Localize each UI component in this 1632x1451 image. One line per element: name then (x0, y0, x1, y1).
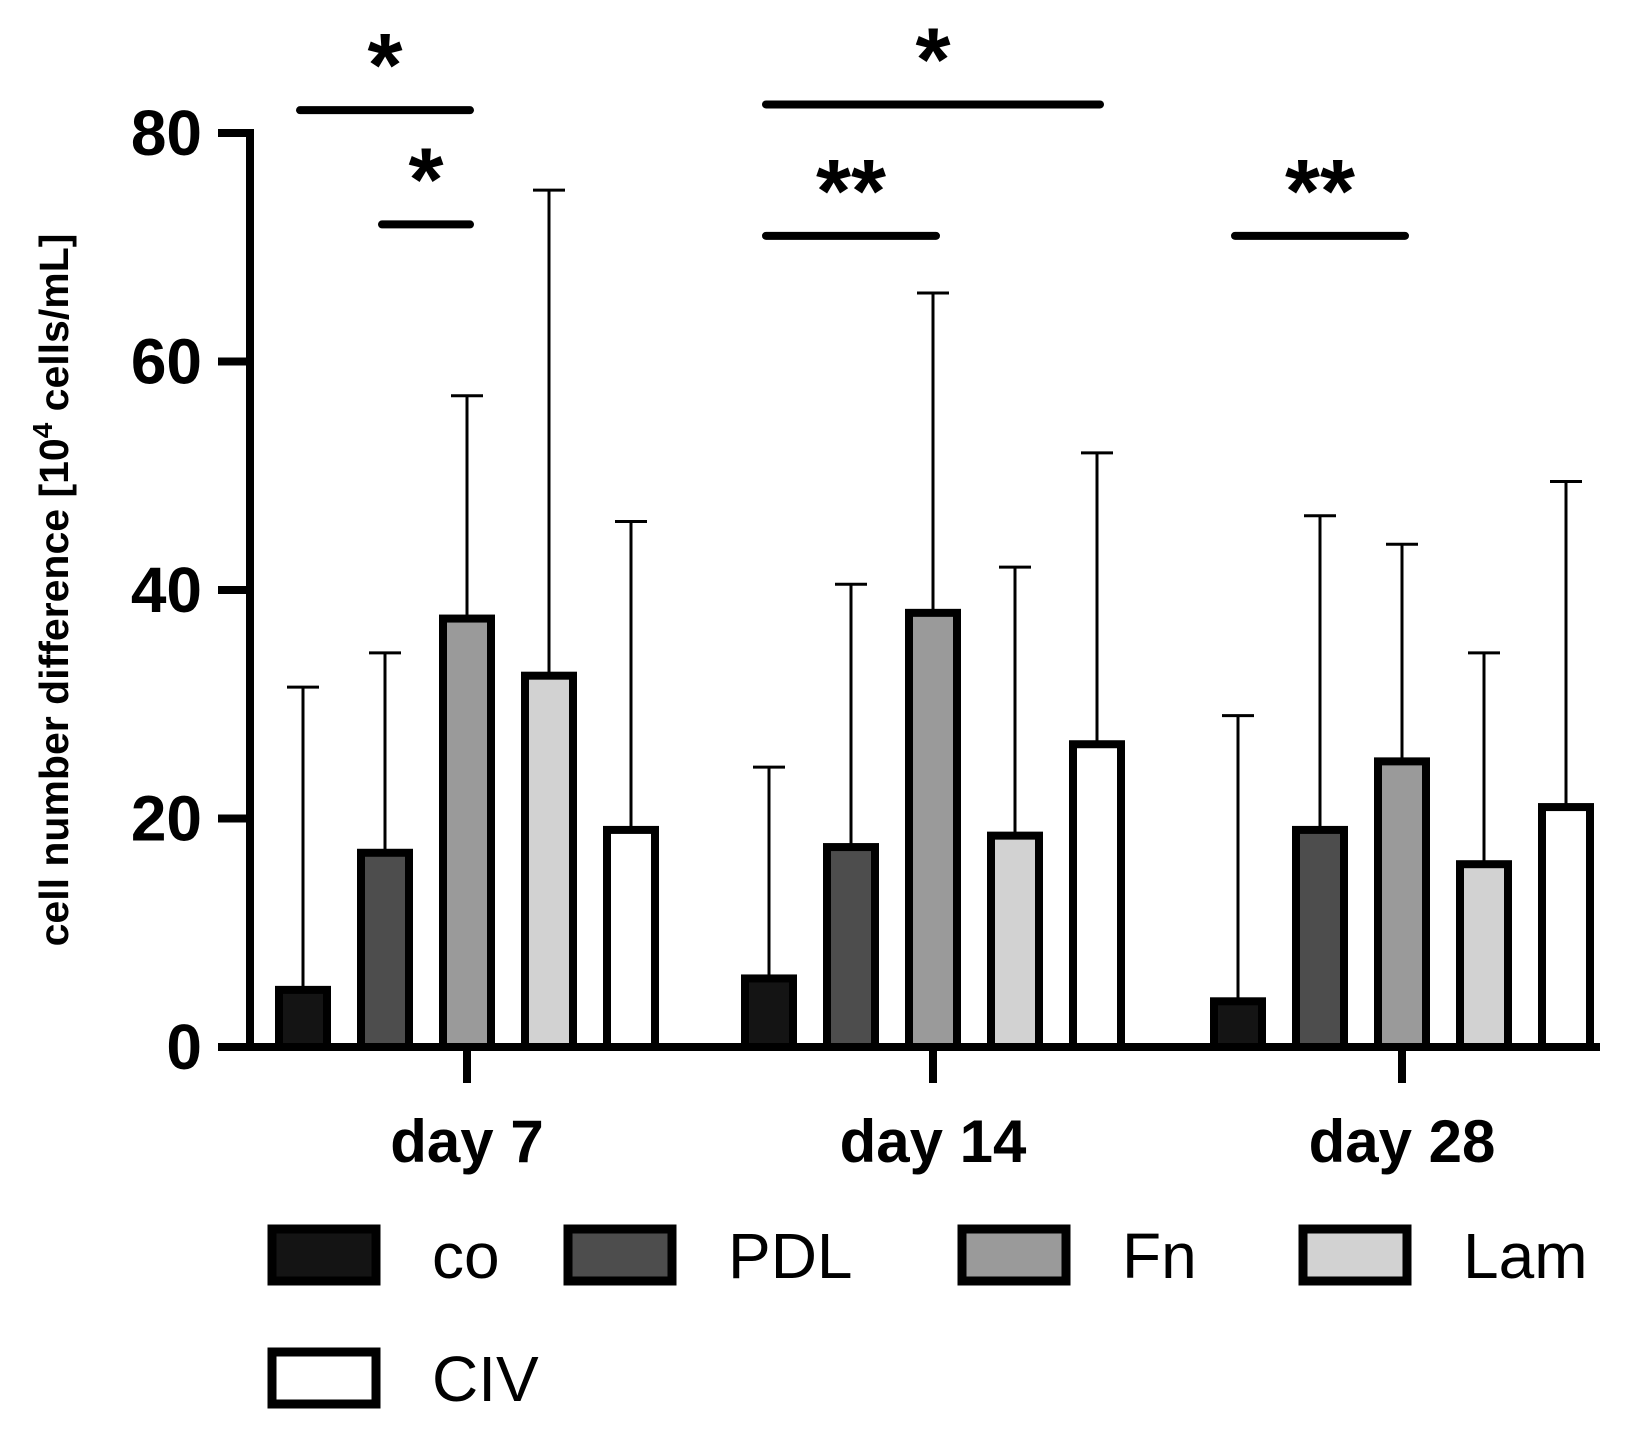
bar-civ-day-7 (603, 825, 659, 1051)
legend-item-pdl: PDL (563, 1220, 853, 1292)
y-tick-label: 60 (131, 326, 202, 398)
legend-swatch (563, 1224, 677, 1286)
bar-pdl-day-14 (823, 843, 879, 1051)
legend-label: PDL (728, 1220, 853, 1292)
bar-pdl-day-7 (357, 848, 413, 1052)
significance-label: * (408, 130, 443, 230)
bar-fn-day-28 (1374, 757, 1430, 1051)
significance-label: * (915, 10, 950, 110)
x-category-label: day 28 (1309, 1108, 1496, 1175)
y-axis-ticks: 0 20 40 60 80 (131, 97, 250, 1083)
legend-swatch (1298, 1224, 1412, 1286)
legend-item-civ: CIV (267, 1343, 539, 1415)
x-category-label: day 7 (390, 1108, 543, 1175)
bar-lam-day-28 (1456, 860, 1512, 1052)
legend-swatch (267, 1224, 381, 1286)
y-tick-label: 80 (131, 97, 202, 169)
y-axis-title-main: cell number difference [10 (31, 438, 77, 946)
bar-co-day-28 (1210, 997, 1266, 1051)
significance-label: ** (816, 142, 886, 242)
y-tick-label: 20 (131, 783, 202, 855)
axes (246, 129, 1600, 1051)
significance-annotations: ***** ** (296, 10, 1409, 242)
bar-lam-day-7 (521, 671, 577, 1051)
y-axis-title-suffix: cells/mL] (31, 234, 77, 423)
x-axis-labels: day 7 day 14 day 28 (390, 1047, 1495, 1175)
significance-label: * (367, 16, 402, 116)
legend-item-fn: Fn (957, 1220, 1197, 1292)
bar-lam-day-14 (987, 831, 1043, 1052)
y-tick-label: 40 (131, 554, 202, 626)
bar-fn-day-7 (439, 614, 495, 1051)
y-axis-title-group: cell number difference [104 cells/mL] (27, 234, 77, 947)
bar-civ-day-28 (1538, 803, 1594, 1052)
legend-swatch (957, 1224, 1071, 1286)
bar-pdl-day-28 (1292, 825, 1348, 1051)
y-tick-label: 0 (166, 1011, 202, 1083)
legend-item-lam: Lam (1298, 1220, 1588, 1292)
legend-label: CIV (432, 1343, 539, 1415)
legend-swatch (267, 1347, 381, 1409)
y-axis-title: cell number difference [104 cells/mL] (27, 234, 77, 947)
legend-label: Fn (1122, 1220, 1197, 1292)
legend-label: co (432, 1220, 500, 1292)
bar-fn-day-14 (905, 608, 961, 1051)
bar-co-day-14 (741, 974, 797, 1052)
legend-item-co: co (267, 1220, 500, 1292)
significance-label: ** (1285, 142, 1355, 242)
bar-co-day-7 (275, 985, 331, 1051)
bars (275, 188, 1594, 1052)
legend-label: Lam (1463, 1220, 1588, 1292)
x-category-label: day 14 (840, 1108, 1027, 1175)
legend: co PDL Fn Lam CIV (267, 1220, 1588, 1415)
bar-civ-day-14 (1069, 740, 1125, 1051)
y-axis-title-superscript: 4 (27, 422, 58, 438)
